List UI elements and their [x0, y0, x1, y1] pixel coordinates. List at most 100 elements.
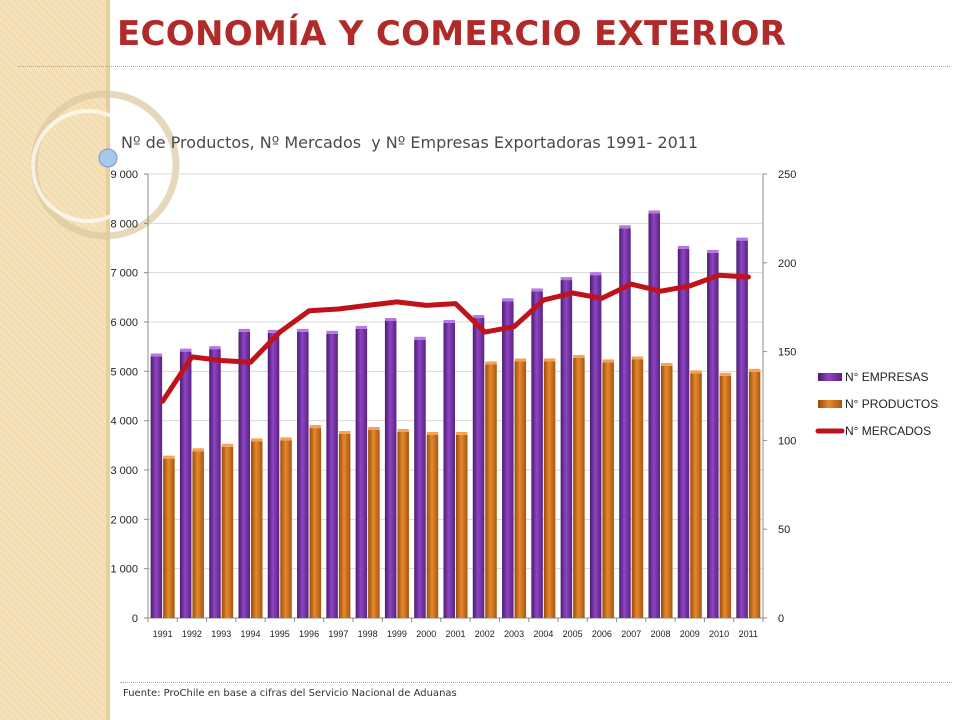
- point-mercados: [542, 299, 544, 301]
- bar-empresas-top: [297, 328, 309, 332]
- bar-empresas-top: [414, 336, 426, 340]
- bar-empresas: [648, 213, 660, 618]
- y-left-tick-label: 0: [132, 613, 138, 625]
- point-mercados: [747, 276, 749, 278]
- x-tick-label: 1995: [270, 629, 290, 639]
- bar-productos-top: [368, 427, 380, 431]
- y-right-tick-label: 150: [778, 347, 796, 359]
- bar-productos: [573, 358, 585, 618]
- bar-empresas: [707, 252, 719, 618]
- bar-productos: [690, 373, 702, 618]
- bar-empresas: [414, 339, 426, 618]
- bar-empresas-top: [589, 272, 602, 276]
- bar-productos-top: [338, 430, 351, 434]
- bar-productos: [368, 430, 380, 618]
- bar-empresas-top: [326, 330, 338, 334]
- bar-empresas: [472, 318, 485, 618]
- bar-productos-top: [719, 372, 732, 376]
- bar-productos-top: [661, 362, 673, 366]
- point-mercados: [220, 359, 222, 361]
- bar-empresas-top: [502, 298, 514, 302]
- x-tick-label: 1994: [240, 629, 260, 639]
- x-tick-label: 2005: [563, 629, 583, 639]
- bar-empresas-top: [531, 288, 543, 292]
- bar-empresas-top: [355, 325, 368, 329]
- bar-empresas-top: [209, 346, 221, 350]
- bar-productos: [280, 440, 292, 618]
- legend-label-productos: N° PRODUCTOS: [845, 397, 938, 411]
- x-tick-label: 2007: [621, 629, 641, 639]
- bar-productos-top: [573, 355, 585, 359]
- y-left-tick-label: 4 000: [110, 416, 138, 428]
- chart-title: Nº de Productos, Nº Mercados y Nº Empres…: [121, 133, 699, 152]
- x-tick-label: 2010: [709, 629, 729, 639]
- bar-empresas: [297, 331, 309, 618]
- bar-productos: [309, 428, 322, 618]
- bar-productos: [221, 446, 234, 618]
- bar-productos-top: [163, 455, 175, 459]
- bar-productos-top: [456, 431, 468, 435]
- bar-empresas: [619, 228, 631, 618]
- bar-empresas-top: [150, 353, 163, 357]
- bar-empresas: [238, 331, 250, 618]
- legend-swatch-productos: [818, 400, 842, 408]
- point-mercados: [689, 285, 691, 287]
- x-tick-label: 1992: [182, 629, 202, 639]
- point-mercados: [191, 356, 193, 358]
- bar-empresas: [384, 321, 397, 618]
- bar-productos-top: [251, 438, 263, 442]
- bar-productos: [456, 434, 468, 618]
- bar-empresas: [560, 280, 573, 618]
- decorative-band-edge: [106, 0, 110, 720]
- legend-label-empresas: N° EMPRESAS: [845, 370, 928, 384]
- y-left-tick-label: 3 000: [110, 465, 138, 477]
- bar-productos-top: [192, 448, 204, 452]
- bar-productos-top: [514, 358, 527, 362]
- x-tick-label: 2003: [504, 629, 524, 639]
- bar-empresas: [443, 322, 455, 618]
- point-mercados: [455, 303, 456, 305]
- point-mercados: [308, 310, 310, 312]
- legend-label-mercados: N° MERCADOS: [845, 424, 931, 438]
- point-mercados: [250, 361, 251, 363]
- bar-empresas: [267, 332, 280, 618]
- bar-productos: [661, 365, 673, 618]
- bar-empresas: [179, 351, 192, 618]
- bar-productos: [338, 433, 351, 618]
- bar-productos-top: [426, 431, 439, 435]
- point-mercados: [572, 292, 574, 294]
- decorative-bullet-circle: [98, 148, 118, 168]
- point-mercados: [513, 326, 515, 328]
- bar-empresas-top: [648, 210, 660, 214]
- source-note: Fuente: ProChile en base a cifras del Se…: [123, 688, 457, 699]
- y-right-tick-label: 250: [778, 169, 796, 181]
- bar-empresas: [150, 356, 163, 618]
- point-mercados: [630, 283, 632, 285]
- point-mercados: [279, 331, 281, 333]
- x-tick-label: 2008: [650, 629, 670, 639]
- point-mercados: [337, 308, 339, 310]
- bar-productos: [192, 451, 204, 618]
- bar-productos: [543, 361, 556, 618]
- bar-empresas-top: [384, 318, 397, 322]
- bar-productos: [719, 375, 732, 618]
- bar-empresas: [531, 291, 543, 618]
- bar-empresas-top: [707, 249, 719, 253]
- legend-swatch-empresas: [818, 373, 842, 381]
- bar-empresas-top: [179, 348, 192, 352]
- point-mercados: [162, 400, 164, 402]
- y-left-tick-label: 1 000: [110, 564, 138, 576]
- bar-productos-top: [280, 437, 292, 441]
- bar-productos: [163, 458, 175, 618]
- bar-productos-top: [397, 429, 409, 433]
- x-tick-label: 2001: [445, 629, 465, 639]
- x-tick-label: 1996: [299, 629, 319, 639]
- x-tick-label: 2011: [739, 629, 758, 639]
- x-tick-label: 1999: [387, 629, 407, 639]
- y-left-tick-label: 6 000: [110, 317, 138, 329]
- bar-empresas: [677, 248, 690, 618]
- bar-empresas-top: [736, 237, 748, 241]
- y-right-tick-label: 50: [778, 524, 790, 536]
- bar-productos: [631, 359, 644, 618]
